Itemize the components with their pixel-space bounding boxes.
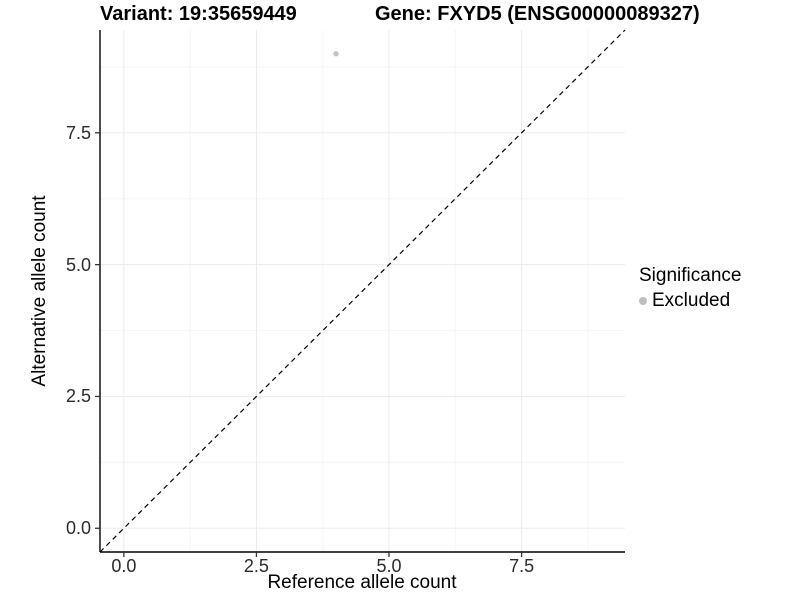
plot-title-gene: Gene: FXYD5 (ENSG00000089327) bbox=[375, 3, 700, 25]
legend: Significance Excluded bbox=[639, 265, 741, 311]
legend-title: Significance bbox=[639, 265, 742, 286]
x-tick-label: 2.5 bbox=[243, 556, 269, 576]
y-axis-title: Alternative allele count bbox=[29, 195, 50, 387]
x-tick-label: 7.5 bbox=[509, 556, 535, 576]
y-tick-label: 0.0 bbox=[65, 518, 91, 539]
data-point bbox=[333, 51, 339, 57]
y-tick-label: 7.5 bbox=[65, 122, 91, 143]
x-tick-label: 5.0 bbox=[376, 556, 402, 576]
legend-item-label: Excluded bbox=[652, 290, 731, 311]
x-axis-title: Reference allele count bbox=[267, 572, 457, 593]
x-tick-label: 0.0 bbox=[111, 556, 137, 576]
legend-point-marker bbox=[639, 296, 647, 305]
y-tick-label: 2.5 bbox=[65, 386, 91, 407]
y-tick-label: 5.0 bbox=[65, 254, 91, 275]
legend-item: Excluded bbox=[639, 290, 741, 311]
plot-title-variant: Variant: 19:35659449 bbox=[100, 3, 297, 25]
identity-dashed-line bbox=[99, 29, 626, 553]
